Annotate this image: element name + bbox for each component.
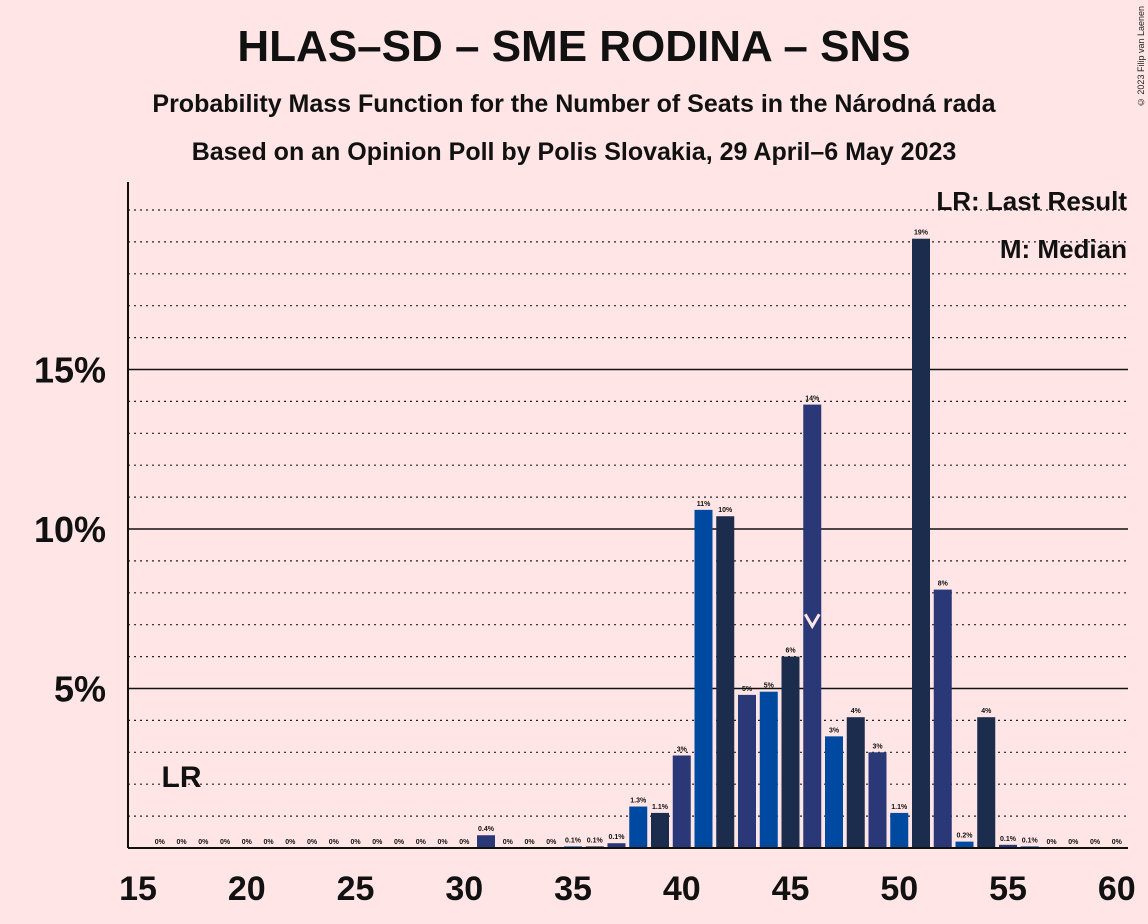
legend-last-result: LR: Last Result	[936, 186, 1127, 216]
y-tick-label: 10%	[34, 509, 106, 550]
bar-value-label: 0%	[350, 839, 361, 846]
bar-value-label: 5%	[742, 686, 753, 693]
bar-value-label: 3%	[872, 743, 883, 750]
bar	[846, 717, 865, 848]
bar-value-label: 0.1%	[1022, 837, 1039, 844]
y-tick-label: 5%	[54, 669, 106, 710]
bar-value-label: 3%	[829, 727, 840, 734]
bar-value-label: 0%	[1046, 839, 1057, 846]
chart-title: HLAS–SD – SME RODINA – SNS	[237, 22, 911, 71]
bar-value-label: 1.3%	[630, 798, 647, 805]
bar-value-label: 0%	[329, 839, 340, 846]
bar-value-label: 0%	[546, 839, 557, 846]
bar-value-label: 10%	[718, 507, 733, 514]
bar	[999, 844, 1017, 848]
bar	[672, 755, 691, 848]
bar	[477, 835, 495, 848]
bar-value-label: 0.2%	[957, 833, 974, 840]
bar-value-label: 0.1%	[609, 834, 626, 841]
x-tick-label: 25	[337, 870, 375, 908]
bar	[825, 736, 843, 848]
x-tick-label: 30	[445, 870, 483, 908]
bar-value-label: 0%	[307, 839, 318, 846]
chart-subtitle: Probability Mass Function for the Number…	[152, 90, 996, 118]
bar	[694, 509, 713, 848]
bar-value-label: 0%	[263, 839, 274, 846]
bar	[933, 589, 952, 848]
bar-value-label: 14%	[805, 396, 820, 403]
bar	[912, 238, 930, 848]
bar-value-label: 8%	[938, 581, 949, 588]
bar-value-label: 0%	[524, 839, 535, 846]
x-tick-label: 15	[119, 870, 157, 908]
y-tick-label: 15%	[34, 350, 106, 391]
bar-value-label: 0%	[459, 839, 470, 846]
legend-median: M: Median	[1000, 234, 1127, 264]
bar-value-label: 0%	[416, 839, 427, 846]
bar-value-label: 4%	[851, 708, 862, 715]
x-tick-label: 50	[880, 870, 918, 908]
bar-value-label: 0.1%	[565, 837, 582, 844]
bar-value-label: 0%	[242, 839, 253, 846]
bar	[890, 812, 909, 848]
bar-value-label: 1.1%	[652, 804, 669, 811]
bar-value-label: 0%	[220, 839, 231, 846]
bar-value-label: 0%	[437, 839, 448, 846]
bar	[651, 812, 669, 848]
bar-value-label: 19%	[914, 230, 929, 237]
bar-value-label: 0.4%	[478, 826, 495, 833]
bar	[955, 841, 974, 848]
chart-source: Based on an Opinion Poll by Polis Slovak…	[191, 138, 957, 166]
median-marker	[803, 613, 821, 630]
bar-value-label: 3%	[677, 746, 688, 753]
bar-value-label: 0%	[1112, 839, 1123, 846]
bar	[781, 656, 800, 848]
bar-value-label: 0%	[1068, 839, 1079, 846]
bar-value-label: 0%	[176, 839, 187, 846]
bar-value-label: 0%	[503, 839, 514, 846]
bar	[607, 843, 626, 848]
bar-value-label: 0.1%	[1000, 836, 1017, 843]
bar	[629, 806, 648, 848]
x-tick-label: 45	[772, 870, 810, 908]
bar-value-label: 5%	[764, 683, 775, 690]
x-tick-label: 40	[663, 870, 701, 908]
x-tick-label: 20	[228, 870, 266, 908]
last-result-label: LR	[162, 761, 202, 794]
x-tick-label: 60	[1098, 870, 1136, 908]
bar-value-label: 11%	[697, 501, 711, 508]
bar-value-label: 0%	[155, 839, 166, 846]
bar-value-label: 0%	[1090, 839, 1101, 846]
bar-value-label: 0%	[394, 839, 405, 846]
bar-value-label: 0%	[372, 839, 383, 846]
bar	[977, 717, 996, 848]
bar	[716, 516, 735, 848]
bar	[738, 694, 756, 848]
bar-value-label: 0.1%	[587, 837, 604, 844]
x-tick-label: 55	[989, 870, 1027, 908]
bar-value-label: 4%	[981, 708, 992, 715]
x-tick-label: 35	[554, 870, 592, 908]
bar-value-label: 1.1%	[891, 804, 908, 811]
bar-value-label: 6%	[785, 648, 796, 655]
bar	[759, 691, 778, 848]
bar-value-label: 0%	[198, 839, 209, 846]
bar	[868, 752, 887, 848]
bar-value-label: 0%	[285, 839, 296, 846]
